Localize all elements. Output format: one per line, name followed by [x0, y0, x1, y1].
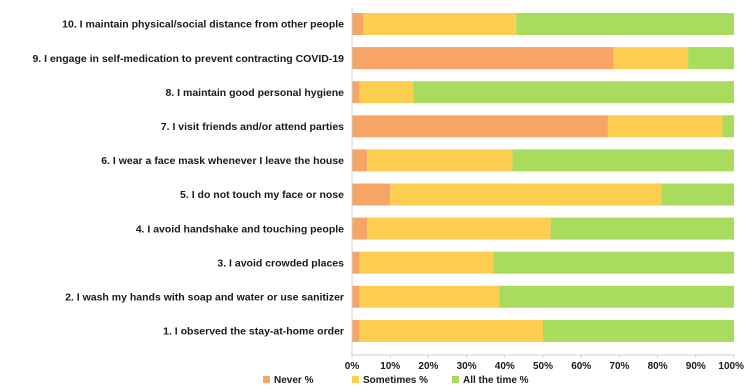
x-tick-label: 60%: [571, 361, 591, 372]
bar-segment-never: [352, 251, 360, 274]
bar-segment-sometimes: [359, 319, 543, 342]
bar-segment-sometimes: [367, 217, 551, 240]
bar-segment-sometimes: [390, 183, 662, 206]
bar-segment-sometimes: [363, 13, 517, 35]
legend-swatch: [263, 376, 270, 383]
legend-label: All the time %: [463, 375, 529, 386]
x-tick-label: 100%: [718, 361, 744, 372]
bar-segment-sometimes: [613, 47, 689, 70]
bar-segment-never: [352, 217, 368, 240]
category-label: 3. I avoid crowded places: [217, 257, 344, 269]
bar-segment-all-the-time: [550, 217, 734, 240]
category-label: 7. I visit friends and/or attend parties: [161, 121, 344, 133]
bar-segment-never: [352, 183, 391, 206]
bar-segment-never: [352, 115, 608, 138]
bar-segment-never: [352, 149, 368, 172]
category-label: 9. I engage in self-medication to preven…: [32, 53, 344, 65]
bar-segment-all-the-time: [543, 319, 734, 342]
bar-segment-sometimes: [607, 115, 723, 138]
bar-segment-all-the-time: [516, 13, 734, 35]
bar-segment-never: [352, 13, 364, 35]
category-label: 1. I observed the stay-at-home order: [163, 326, 344, 338]
x-tick-label: 20%: [418, 361, 438, 372]
x-tick-label: 50%: [533, 361, 553, 372]
bar-segment-never: [352, 285, 360, 308]
x-tick-label: 10%: [380, 361, 400, 372]
x-tick-label: 70%: [609, 361, 629, 372]
bar-segment-sometimes: [359, 251, 494, 274]
bar-segment-sometimes: [359, 285, 500, 308]
category-label: 2. I wash my hands with soap and water o…: [65, 292, 344, 304]
category-label: 10. I maintain physical/social distance …: [62, 19, 344, 31]
bar-segment-all-the-time: [413, 81, 734, 104]
bar-segments: [352, 13, 734, 342]
bar-segment-never: [352, 47, 614, 70]
x-axis: 0% 10% 20% 30% 40% 50% 60% 70% 80% 90% 100%: [345, 8, 744, 372]
category-label: 5. I do not touch my face or nose: [180, 189, 344, 201]
bar-segment-sometimes: [359, 81, 414, 104]
x-tick-label: 90%: [686, 361, 706, 372]
x-tick-label: 30%: [457, 361, 477, 372]
x-tick-label: 40%: [495, 361, 515, 372]
bar-segment-never: [352, 319, 360, 342]
x-tick-label: 80%: [648, 361, 668, 372]
bar-segment-all-the-time: [722, 115, 734, 138]
x-tick-label: 0%: [345, 361, 360, 372]
category-label: 8. I maintain good personal hygiene: [165, 87, 344, 99]
legend-label: Never %: [274, 375, 314, 386]
legend-swatch: [452, 376, 459, 383]
legend-label: Sometimes %: [363, 375, 428, 386]
category-label: 4. I avoid handshake and touching people: [136, 223, 344, 235]
bar-segment-all-the-time: [512, 149, 734, 172]
category-label: 6. I wear a face mask whenever I leave t…: [101, 155, 344, 167]
legend-swatch: [352, 376, 359, 383]
bar-segment-all-the-time: [499, 285, 734, 308]
bar-segment-never: [352, 81, 360, 104]
bar-segment-all-the-time: [688, 47, 734, 70]
legend: Never % Sometimes % All the time %: [263, 375, 529, 386]
bar-segment-all-the-time: [493, 251, 734, 274]
category-labels: 10. I maintain physical/social distance …: [32, 19, 344, 338]
bar-segment-sometimes: [367, 149, 513, 172]
bar-segment-all-the-time: [661, 183, 734, 206]
